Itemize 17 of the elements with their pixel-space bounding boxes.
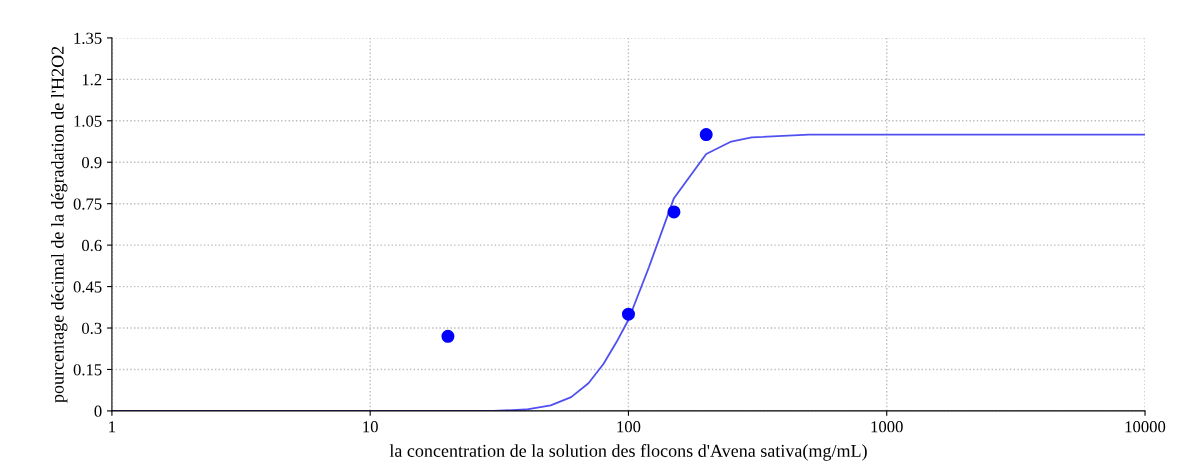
y-tick-label: 1.35 (74, 32, 102, 44)
y-tick-label: 0.15 (73, 364, 102, 376)
x-axis-title: la concentration de la solution des flocons d'Avena sativa(mg/mL) (389, 444, 867, 461)
x-tick-label: 100 (617, 421, 641, 433)
y-tick-label: 0.6 (81, 239, 102, 252)
y-tick-label: 0.9 (81, 156, 102, 169)
y-tick-label: 0.75 (73, 198, 102, 210)
x-tick-label: 10 (363, 421, 378, 433)
x-tick-label: 1 (109, 421, 116, 433)
y-tick-label: 1.2 (82, 74, 102, 86)
x-tick-label: 1000 (871, 421, 903, 433)
x-tick-label: 10000 (1125, 421, 1166, 433)
y-tick-label: 0.45 (73, 281, 102, 293)
y-tick-label: 0 (94, 405, 102, 417)
y-axis-title: pourcentage décimal de la dégradation de l'H2O2 (51, 46, 68, 403)
y-tick-label: 0.3 (81, 322, 102, 335)
y-tick-label: 1.05 (74, 115, 102, 127)
